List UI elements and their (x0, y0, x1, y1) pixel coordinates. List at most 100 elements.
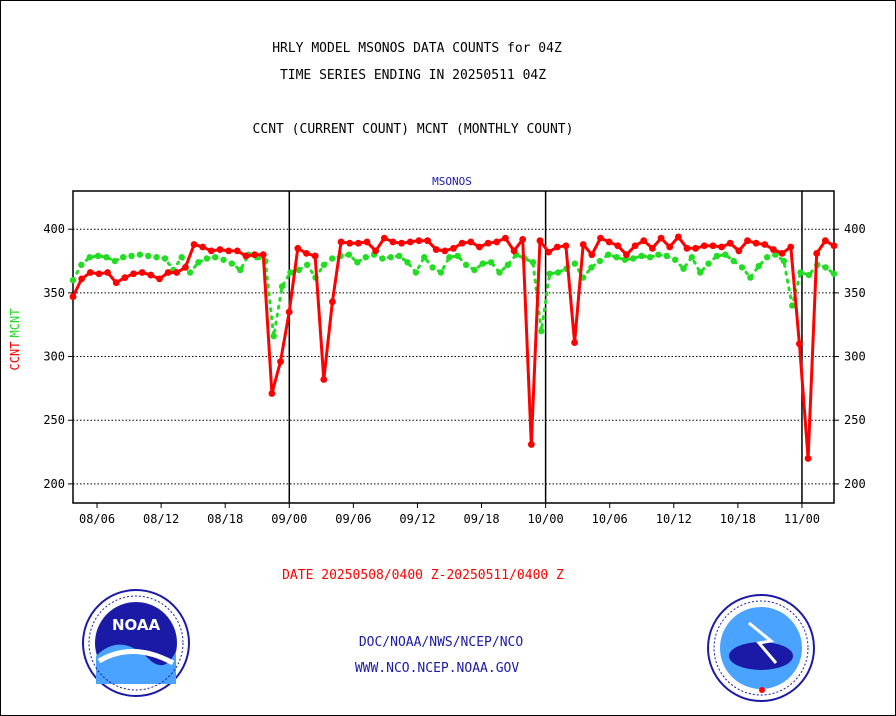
data-point-ccnt (623, 251, 630, 259)
data-point-ccnt (225, 247, 233, 255)
y-tick-label-right: 400 (844, 222, 866, 236)
data-point-mcnt (696, 269, 704, 276)
x-tick-label: 10/06 (592, 512, 628, 526)
data-point-mcnt (362, 254, 369, 261)
doc-link[interactable]: DOC/NOAA/NWS/NCEP/NCO (359, 635, 524, 650)
data-point-mcnt (805, 271, 813, 279)
data-point-ccnt (683, 244, 691, 252)
data-point-ccnt (207, 247, 215, 255)
data-point-ccnt (545, 248, 553, 256)
data-point-mcnt (504, 261, 512, 269)
data-point-ccnt (121, 274, 129, 281)
data-point-ccnt (804, 455, 812, 462)
data-point-ccnt (259, 251, 267, 259)
data-point-ccnt (406, 238, 414, 246)
data-point-mcnt (780, 257, 788, 265)
data-point-ccnt (493, 238, 501, 246)
data-point-ccnt (450, 244, 457, 252)
x-tick-label: 10/12 (656, 512, 692, 526)
x-tick-label: 10/00 (528, 512, 564, 526)
data-point-mcnt (487, 259, 495, 266)
x-tick-label: 09/12 (399, 512, 435, 526)
data-point-ccnt (112, 279, 120, 287)
noaa-logo-text: NOAA (112, 616, 161, 634)
data-point-ccnt (190, 241, 198, 248)
data-point-mcnt (228, 260, 236, 267)
data-point-mcnt (412, 269, 420, 276)
data-point-ccnt (311, 252, 319, 260)
data-point-mcnt (220, 256, 227, 263)
data-point-ccnt (813, 250, 821, 257)
data-point-ccnt (104, 269, 111, 276)
data-point-mcnt (755, 262, 762, 270)
x-tick-label: 09/06 (335, 512, 371, 526)
data-point-mcnt (655, 251, 662, 258)
data-point-ccnt (778, 250, 786, 257)
data-point-mcnt (830, 270, 838, 277)
data-point-ccnt (700, 242, 708, 250)
data-point-mcnt (571, 260, 578, 267)
data-point-mcnt (69, 276, 77, 284)
data-point-ccnt (216, 246, 224, 253)
data-point-ccnt (337, 238, 345, 246)
data-point-ccnt (657, 234, 665, 242)
data-point-mcnt (379, 255, 386, 262)
data-point-mcnt (354, 259, 361, 266)
data-point-ccnt (744, 237, 751, 245)
data-point-mcnt (621, 256, 629, 263)
data-point-mcnt (103, 254, 110, 261)
data-point-ccnt (631, 242, 639, 250)
data-point-ccnt (553, 243, 561, 251)
data-point-ccnt (173, 269, 181, 276)
plot-frame (72, 190, 835, 504)
data-point-mcnt (387, 254, 394, 261)
data-point-ccnt (597, 234, 604, 242)
nco-link[interactable]: WWW.NCO.NCEP.NOAA.GOV (355, 661, 520, 676)
data-point-ccnt (441, 247, 449, 255)
date-range: DATE 20250508/0400 Z-20250511/0400 Z (282, 568, 564, 583)
data-point-ccnt (674, 233, 682, 241)
data-point-ccnt (329, 298, 336, 306)
data-point-ccnt (571, 339, 578, 346)
subtitle: CCNT (CURRENT COUNT) MCNT (MONTHLY COUNT… (253, 122, 574, 137)
data-point-mcnt (772, 251, 779, 258)
data-point-ccnt (363, 238, 371, 246)
data-point-mcnt (295, 266, 302, 274)
data-point-mcnt (546, 270, 553, 277)
data-point-ccnt (164, 269, 172, 276)
data-point-ccnt (277, 358, 284, 366)
data-point-ccnt (752, 239, 760, 247)
data-point-mcnt (429, 264, 436, 271)
data-point-mcnt (713, 252, 721, 260)
data-point-ccnt (770, 246, 777, 253)
data-point-mcnt (237, 266, 244, 274)
data-point-ccnt (285, 308, 293, 316)
data-point-mcnt (738, 264, 746, 271)
data-point-mcnt (638, 252, 645, 260)
y-tick-label-right: 250 (844, 413, 866, 427)
data-point-ccnt (147, 271, 155, 279)
plot-title: MSONOS (432, 175, 472, 188)
data-point-ccnt (95, 270, 103, 278)
data-point-ccnt (415, 237, 423, 245)
data-point-mcnt (186, 269, 194, 276)
data-point-ccnt (432, 246, 440, 253)
data-point-ccnt (501, 234, 509, 242)
data-point-mcnt (78, 261, 85, 269)
data-point-ccnt (303, 250, 310, 257)
data-point-ccnt (726, 239, 734, 247)
data-point-mcnt (119, 254, 127, 261)
data-point-mcnt (404, 259, 411, 266)
national-weather-service-logo-icon (707, 594, 815, 702)
data-point-mcnt (671, 256, 679, 263)
title-line-1: HRLY MODEL MSONOS DATA COUNTS for 04Z (272, 41, 562, 56)
data-point-mcnt (529, 259, 537, 266)
data-point-ccnt (821, 237, 829, 245)
data-point-mcnt (722, 251, 729, 258)
data-point-ccnt (78, 275, 86, 283)
data-point-ccnt (787, 243, 795, 251)
data-point-ccnt (666, 243, 674, 251)
data-point-mcnt (646, 254, 654, 261)
data-point-ccnt (86, 269, 94, 276)
data-point-mcnt (822, 264, 829, 271)
